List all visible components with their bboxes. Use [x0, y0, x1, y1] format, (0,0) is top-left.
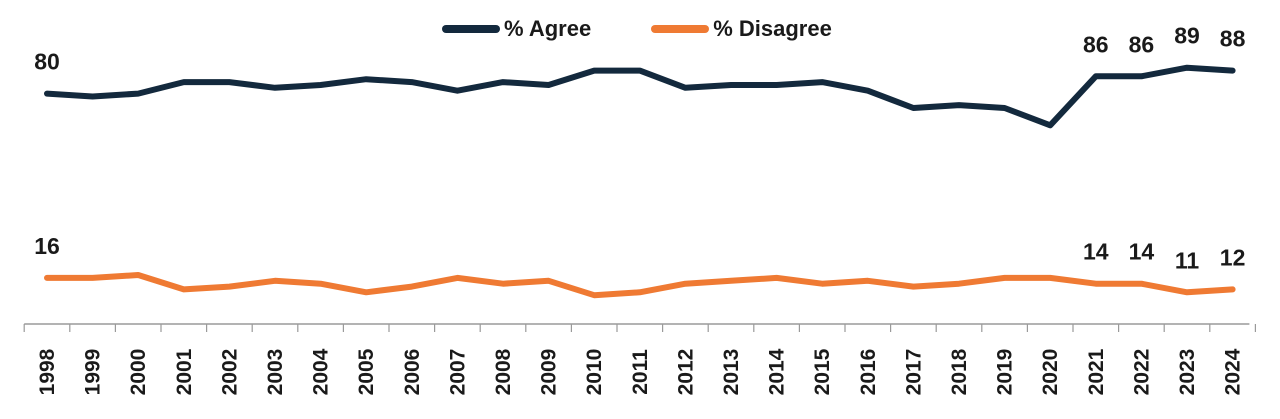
- x-tick-label: 1999: [82, 349, 105, 396]
- x-tick-label: 2023: [1176, 349, 1199, 396]
- legend-label-agree: % Agree: [504, 16, 592, 41]
- x-tick-label: 2002: [218, 349, 241, 396]
- disagree-data-label: 16: [34, 233, 60, 259]
- agree-data-label: 86: [1129, 31, 1155, 57]
- x-tick-label: 2024: [1222, 348, 1245, 395]
- x-tick-label: 2004: [310, 348, 333, 395]
- x-tick-label: 1998: [36, 348, 59, 395]
- x-tick-label: 2011: [629, 349, 652, 395]
- agree-data-label: 89: [1174, 23, 1200, 49]
- x-tick-label: 2022: [1130, 349, 1153, 396]
- disagree-data-label: 14: [1129, 239, 1155, 265]
- x-axis-ticks: [23, 324, 1257, 332]
- x-tick-label: 2020: [1039, 349, 1062, 396]
- legend: % Agree % Disagree: [442, 16, 832, 42]
- agree-data-label: 80: [34, 49, 60, 75]
- legend-swatch-agree: [442, 25, 500, 33]
- disagree-line: [44, 272, 1236, 299]
- x-tick-label: 2008: [492, 348, 515, 395]
- legend-item-disagree: % Disagree: [651, 16, 832, 42]
- x-tick-label: 2007: [446, 349, 469, 396]
- data-labels: 80 86 86 89 88 16 14 14 11 12: [34, 23, 1245, 274]
- x-tick-label: 2015: [811, 348, 834, 395]
- x-tick-label: 2000: [127, 349, 150, 396]
- x-tick-label: 2003: [264, 349, 287, 396]
- disagree-data-label: 11: [1175, 247, 1200, 273]
- x-tick-label: 2009: [538, 349, 561, 396]
- x-tick-label: 2017: [902, 349, 925, 396]
- agree-line: [44, 64, 1236, 129]
- x-tick-label: 2013: [720, 349, 743, 396]
- legend-swatch-disagree: [651, 25, 710, 33]
- disagree-data-label: 14: [1083, 239, 1109, 265]
- x-tick-label: 2001: [173, 348, 196, 395]
- disagree-data-label: 12: [1220, 244, 1246, 270]
- x-tick-label: 2005: [355, 348, 378, 395]
- x-tick-label: 2018: [948, 348, 971, 395]
- x-tick-label: 2016: [857, 349, 880, 396]
- series-lines: [44, 64, 1236, 299]
- x-axis-tick-labels: 1998 1999 2000 2001 2002 2003 2004 2005 2006 2007…: [36, 348, 1245, 395]
- legend-label-disagree: % Disagree: [713, 16, 832, 41]
- x-tick-label: 2021: [1085, 348, 1108, 395]
- legend-item-agree: % Agree: [442, 16, 591, 42]
- x-tick-label: 2006: [401, 349, 424, 396]
- agree-data-label: 88: [1220, 26, 1246, 52]
- x-tick-label: 2010: [583, 349, 606, 396]
- x-tick-label: 2012: [674, 349, 697, 396]
- x-tick-label: 2019: [994, 349, 1017, 396]
- agree-data-label: 86: [1083, 31, 1109, 57]
- x-tick-label: 2014: [766, 348, 789, 395]
